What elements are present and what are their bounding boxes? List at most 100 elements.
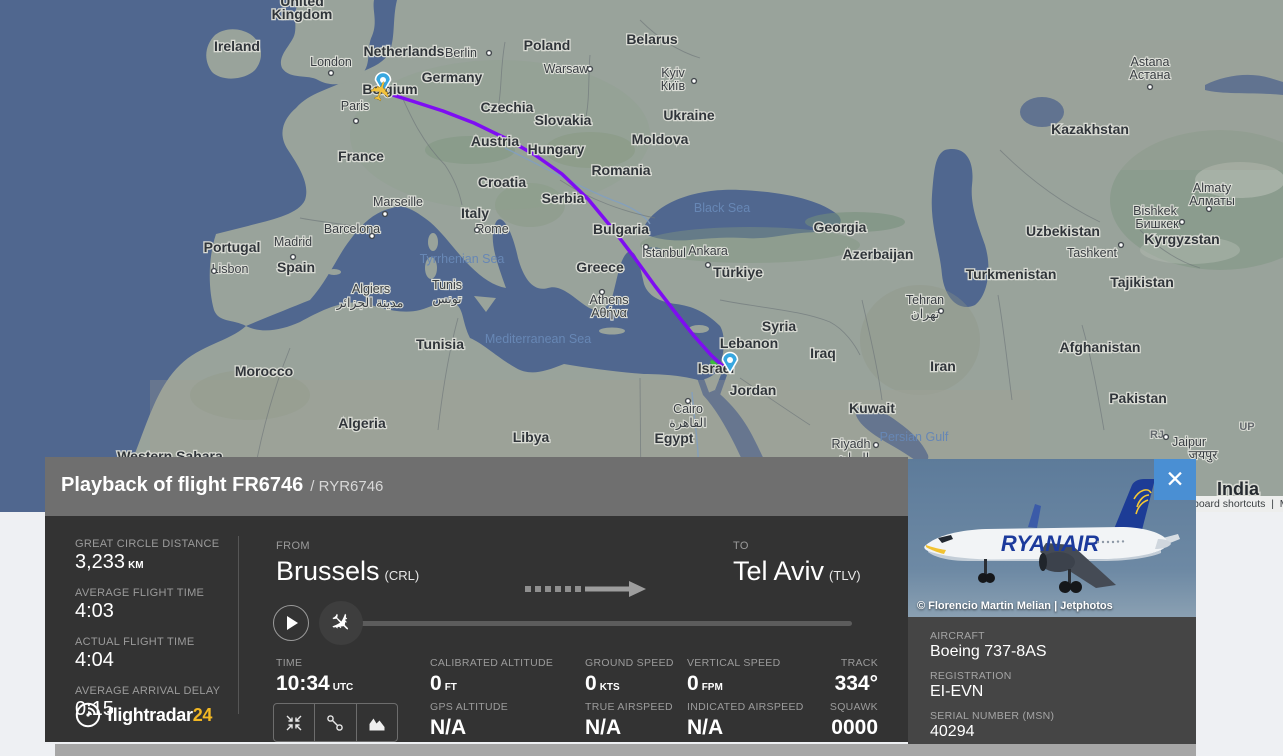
flightradar24-logo: flightradar24 (75, 702, 212, 728)
gulf-of-aqaba (715, 372, 727, 395)
mediterranean-sea (246, 206, 724, 380)
map-label: Tashkent (1067, 246, 1118, 260)
route-view-button[interactable] (314, 704, 355, 741)
aircraft-info-panel: RYANAIR © Florencio Martin Melian | Jetp… (908, 459, 1196, 744)
map-label: Afghanistan (1060, 339, 1141, 355)
playback-title-bar: Playback of flight FR6746/ RYR6746 (45, 457, 908, 516)
map-label: Georgia (814, 219, 867, 235)
map-label: Italy (461, 205, 489, 221)
collapse-button[interactable] (274, 704, 314, 741)
map-label: Αθήνα (591, 306, 627, 320)
callsign: / RYR6746 (310, 478, 384, 495)
detail-registration: REGISTRATION EI-EVN (930, 670, 1012, 700)
map-label: Cairo (673, 402, 703, 416)
telemetry-track: TRACK 334° (834, 657, 878, 695)
map-label: Syria (762, 318, 796, 334)
city-dot (690, 77, 698, 85)
city-dot (642, 243, 650, 251)
map-label: Spain (277, 259, 315, 275)
map-label: Croatia (478, 174, 526, 190)
map-label: Tyrrhenian Sea (420, 252, 505, 266)
map-label: Portugal (204, 239, 261, 255)
origin-pin[interactable] (374, 71, 392, 95)
playback-slider-track[interactable] (341, 621, 852, 626)
map-label: Türkiye (713, 264, 763, 280)
route-arrow (525, 580, 647, 598)
map-label: Tajikistan (1110, 274, 1174, 290)
telemetry-gps-altitude: GPS ALTITUDE N/A (430, 701, 509, 739)
bottom-scrollbar[interactable] (55, 744, 1196, 756)
map-label: Almaty (1193, 181, 1232, 195)
cyprus (689, 325, 709, 333)
map-label: Poland (524, 37, 571, 53)
lake-balkhash (1205, 74, 1283, 95)
map-label: Pakistan (1109, 390, 1167, 406)
city-dot (289, 253, 297, 261)
corsica (428, 233, 438, 251)
map-label: Iraq (810, 345, 836, 361)
telemetry-calibrated-altitude: CALIBRATED ALTITUDE 0 FT (430, 657, 554, 695)
map-label: Tehran (906, 293, 944, 307)
stat-actual-flight-time: ACTUAL FLIGHT TIME 4:04 (75, 636, 195, 671)
play-button[interactable] (273, 605, 309, 641)
destination-code: (TLV) (829, 568, 861, 583)
map-attribution[interactable]: board shortcuts | M (1190, 496, 1283, 512)
map-label: Libya (513, 429, 550, 445)
playback-slider-handle[interactable]: ✈ (319, 601, 363, 645)
map-label: Tunis (432, 278, 462, 292)
map-label: Austria (471, 133, 519, 149)
aircraft-photo[interactable]: RYANAIR © Florencio Martin Melian | Jetp… (908, 459, 1196, 617)
attribution-shortcuts[interactable]: board shortcuts (1193, 498, 1266, 510)
map-label: Kyiv (661, 66, 685, 80)
playback-body: GREAT CIRCLE DISTANCE 3,233 KM AVERAGE FL… (45, 516, 908, 742)
atlantic-ocean (0, 0, 397, 512)
map-label: Київ (661, 79, 686, 93)
map-label: تهران (911, 307, 940, 322)
map-label: Iran (930, 358, 956, 374)
city-dot (485, 49, 493, 57)
map-label: Serbia (542, 190, 585, 206)
great-britain (280, 0, 375, 85)
map-label: France (338, 148, 384, 164)
map-label: Germany (422, 69, 483, 85)
city-dot (1162, 433, 1170, 441)
map-label: Morocco (235, 363, 293, 379)
to-label: TO (733, 540, 749, 552)
map-label: Moldova (632, 131, 689, 147)
photo-credit: © Florencio Martin Melian | Jetphotos (917, 600, 1113, 612)
balearics (327, 269, 341, 275)
flight-stats: GREAT CIRCLE DISTANCE 3,233 KM AVERAGE FL… (75, 538, 250, 734)
map-label: Ireland (214, 38, 260, 54)
map-label: Belarus (626, 31, 678, 47)
map-label: Ankara (688, 244, 728, 258)
destination-pin[interactable] (721, 351, 739, 375)
playback-toolbar (273, 703, 398, 742)
route-polyline (381, 90, 726, 369)
map-label: Bishkek (1133, 204, 1178, 218)
sicily (474, 296, 496, 312)
city-dot (210, 267, 218, 275)
map-label: Hungary (528, 141, 585, 157)
livery-titles: RYANAIR (1001, 531, 1099, 556)
close-button[interactable]: ✕ (1154, 459, 1196, 500)
telemetry-indicated-airspeed: INDICATED AIRSPEED N/A (687, 701, 804, 739)
map-label: Egypt (655, 430, 694, 446)
detail-serial-number: SERIAL NUMBER (MSN) 40294 (930, 710, 1055, 740)
city-dot (352, 117, 360, 125)
photo-plane: RYANAIR (924, 479, 1180, 593)
attribution-mapdata[interactable]: M (1280, 498, 1283, 510)
collapse-icon (286, 715, 302, 730)
ireland-island (206, 29, 262, 79)
black-sea (642, 189, 841, 241)
map-label: Lebanon (720, 335, 778, 351)
altitude-chart-button[interactable] (355, 704, 397, 741)
map-label: Black Sea (694, 201, 750, 215)
map-label: Marseille (373, 195, 423, 209)
map-label: القاهرة (669, 416, 706, 431)
map-label: Madrid (274, 235, 312, 249)
sardinia (425, 257, 437, 279)
city-dot (327, 69, 335, 77)
map-label: United (280, 0, 324, 9)
